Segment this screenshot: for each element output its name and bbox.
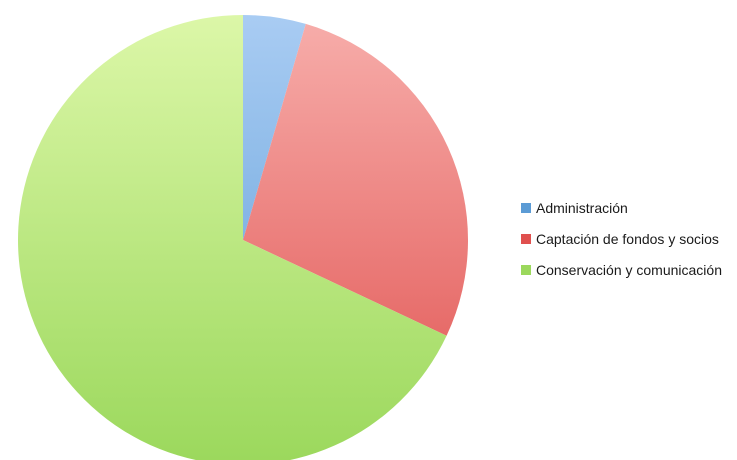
pie-slice-captacion	[243, 23, 469, 336]
legend-label-administracion: Administración	[536, 200, 628, 216]
legend-label-captacion: Captación de fondos y socios	[536, 231, 719, 247]
pie-slice-administracion	[243, 14, 306, 240]
legend-swatch-administracion	[521, 203, 531, 213]
legend-swatch-captacion	[521, 234, 531, 244]
legend-swatch-conservacion	[521, 265, 531, 275]
legend-item-captacion: Captación de fondos y socios	[521, 230, 722, 248]
legend-item-conservacion: Conservación y comunicación	[521, 261, 722, 279]
pie-slice-conservacion	[18, 15, 447, 460]
legend-label-conservacion: Conservación y comunicación	[536, 262, 722, 278]
legend-item-administracion: Administración	[521, 199, 722, 217]
chart-legend: Administración Captación de fondos y soc…	[521, 199, 722, 292]
